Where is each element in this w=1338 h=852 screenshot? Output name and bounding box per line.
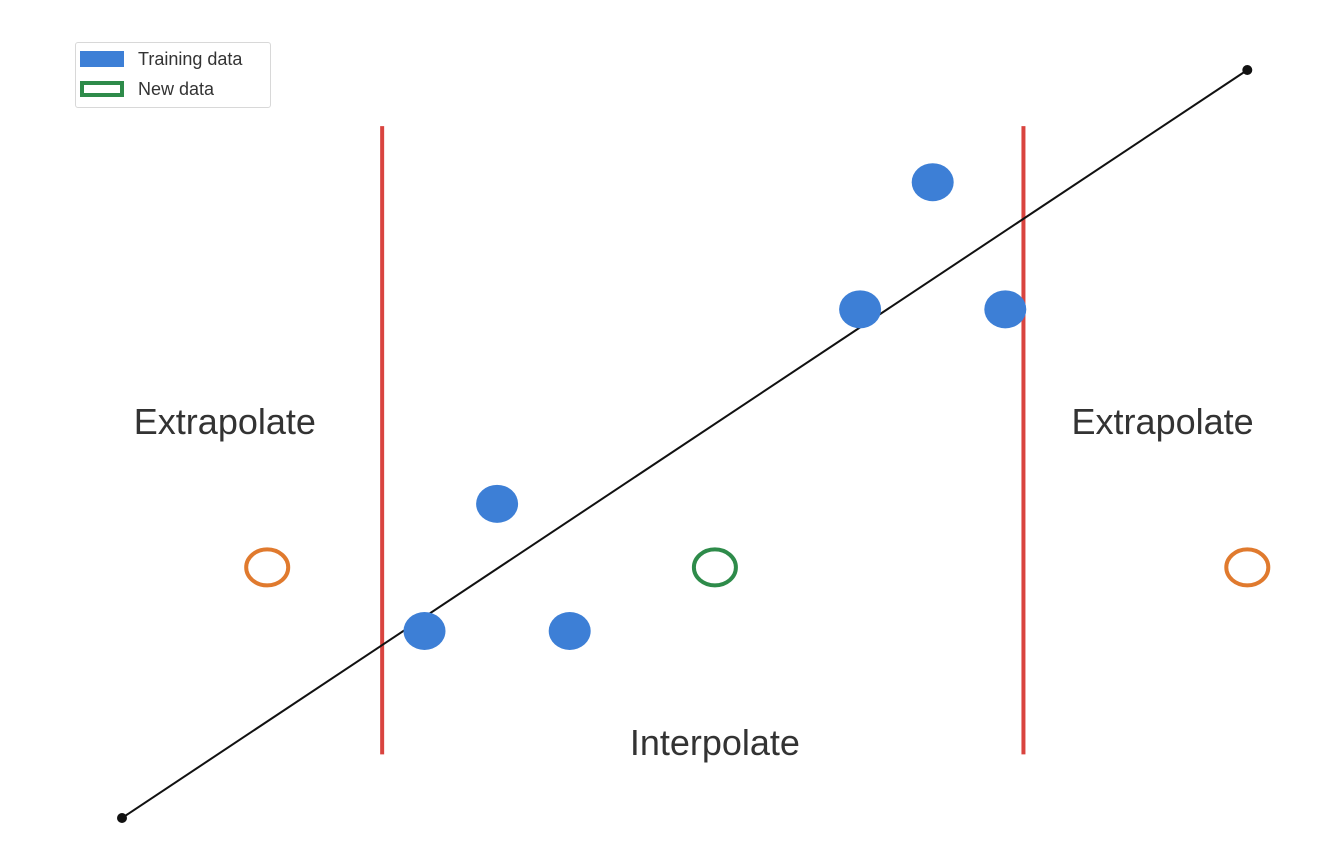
boundary-lines [380,126,1026,755]
legend-label-new: New data [138,78,215,99]
training-point [911,163,954,202]
training-point [403,612,446,650]
fit-line-group [117,65,1253,823]
training-point [476,484,519,523]
legend-item-new: New data [80,78,214,100]
data-points [244,163,1271,650]
fit-line [121,69,1248,819]
legend-label-training: Training data [138,48,243,69]
training-point [984,290,1027,329]
new-data-point [691,547,738,588]
region-label-extrapolate-right: Extrapolate [1071,400,1254,442]
training-point [839,290,882,329]
legend-swatch-new [80,81,124,97]
training-point [548,612,591,650]
legend-swatch-training [80,51,124,67]
legend-item-training: Training data [80,48,242,70]
region-label-extrapolate-left: Extrapolate [133,400,316,442]
extrapolation-point [1224,547,1271,588]
legend: Training data New data [75,42,271,108]
region-label-interpolate: Interpolate [629,722,800,764]
fit-line-start-dot [117,813,127,823]
fit-line-end-dot [1242,65,1253,75]
extrapolation-point [244,547,291,588]
